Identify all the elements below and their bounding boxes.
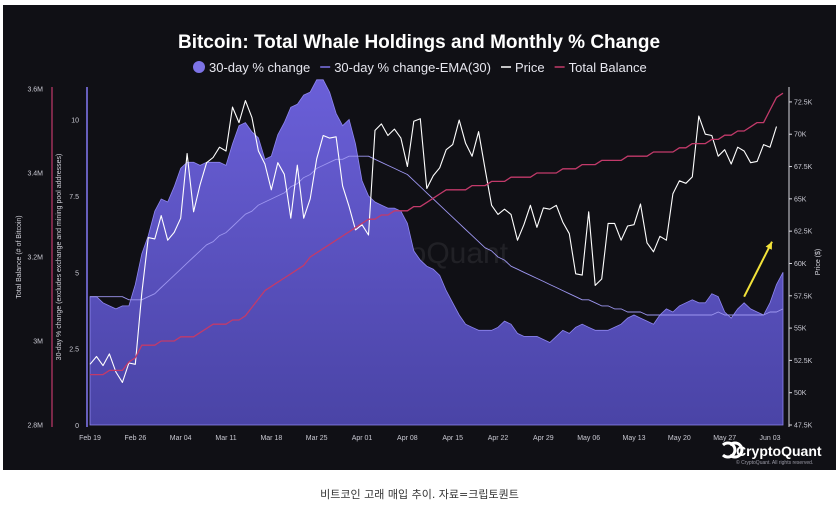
x-tick-label: Apr 08 bbox=[397, 435, 418, 442]
balance-tick-label: 3.4M bbox=[27, 171, 43, 178]
x-tick-label: Mar 18 bbox=[260, 435, 282, 442]
chart-svg: Bitcoin: Total Whale Holdings and Monthl… bbox=[16, 32, 822, 466]
price-tick-label: 52.5K bbox=[794, 358, 813, 365]
price-tick-label: 55K bbox=[794, 326, 807, 333]
x-tick-label: Mar 11 bbox=[215, 435, 236, 442]
balance-tick-label: 3.2M bbox=[27, 255, 43, 262]
series-area-30day-change bbox=[89, 79, 784, 426]
balance-tick-label: 3M bbox=[33, 339, 43, 346]
x-tick-label: Feb 19 bbox=[79, 435, 101, 442]
legend-label: 30-day % change-EMA(30) bbox=[334, 60, 491, 75]
x-tick-label: Jun 03 bbox=[760, 435, 781, 442]
price-tick-label: 72.5K bbox=[794, 99, 813, 106]
cryptoquant-logo: CryptoQuant © CryptoQuant. All rights re… bbox=[721, 441, 822, 466]
x-tick-label: Mar 04 bbox=[170, 435, 192, 442]
series-line-price bbox=[89, 100, 778, 383]
x-tick-label: Apr 15 bbox=[442, 435, 463, 442]
plot-area bbox=[89, 79, 784, 426]
x-tick-label: May 20 bbox=[668, 435, 691, 442]
price-tick-label: 50K bbox=[794, 390, 807, 397]
legend-item: Price bbox=[501, 60, 545, 75]
logo-copyright: © CryptoQuant. All rights reserved. bbox=[736, 459, 813, 466]
legend-marker bbox=[193, 61, 205, 73]
legend: 30-day % change 30-day % change-EMA(30) Pr… bbox=[193, 60, 647, 75]
image-caption: 비트코인 고래 매입 추이. 자료=크립토퀀트 bbox=[320, 488, 519, 501]
price-tick-label: 62.5K bbox=[794, 229, 813, 236]
pct-tick-label: 0 bbox=[75, 423, 79, 430]
axes: 2.8M 3M 3.2M 3.4M 3.6M 0 2.5 5 7.5 10 47.5K 50K 52.5… bbox=[16, 87, 822, 443]
price-axis-label: Price ($) bbox=[815, 249, 822, 275]
annotation-arrow-line bbox=[743, 241, 773, 298]
legend-item: Total Balance bbox=[554, 60, 647, 75]
legend-label: Price bbox=[515, 60, 545, 75]
pct-tick-label: 2.5 bbox=[69, 347, 79, 354]
annotation-arrow-head bbox=[765, 241, 772, 250]
x-tick-label: Apr 22 bbox=[488, 435, 509, 442]
pct-tick-label: 5 bbox=[75, 270, 79, 277]
series-line-30-day-change-ema-30- bbox=[90, 155, 784, 316]
x-tick-label: May 13 bbox=[623, 435, 646, 442]
cryptoquant-logo-icon bbox=[721, 441, 744, 459]
pct-axis-label: 30-day % change (excludes exchange and m… bbox=[56, 154, 63, 361]
balance-axis-label: Total Balance (# of Bitcoin) bbox=[16, 215, 23, 298]
chart-title: Bitcoin: Total Whale Holdings and Monthl… bbox=[178, 32, 660, 53]
series-line-total-balance bbox=[90, 92, 784, 376]
x-tick-label: May 06 bbox=[577, 435, 600, 442]
price-tick-label: 57.5K bbox=[794, 293, 813, 300]
x-tick-label: Apr 01 bbox=[352, 435, 373, 442]
logo-name: CryptoQuant bbox=[736, 443, 822, 459]
x-tick-label: Mar 25 bbox=[306, 435, 328, 442]
balance-tick-label: 3.6M bbox=[27, 87, 43, 94]
x-tick-label: Apr 29 bbox=[533, 435, 554, 442]
price-tick-label: 65K bbox=[794, 196, 807, 203]
x-tick-label: Feb 26 bbox=[124, 435, 146, 442]
legend-label: 30-day % change bbox=[209, 60, 310, 75]
price-tick-label: 60K bbox=[794, 261, 807, 268]
chart-panel: Bitcoin: Total Whale Holdings and Monthl… bbox=[3, 5, 836, 470]
legend-item: 30-day % change-EMA(30) bbox=[320, 60, 491, 75]
price-tick-label: 47.5K bbox=[794, 423, 813, 430]
price-tick-label: 70K bbox=[794, 132, 807, 139]
legend-item: 30-day % change bbox=[193, 60, 310, 75]
balance-tick-label: 2.8M bbox=[27, 423, 43, 430]
x-tick-label: May 27 bbox=[713, 435, 736, 442]
price-tick-label: 67.5K bbox=[794, 164, 813, 171]
pct-tick-label: 10 bbox=[71, 118, 79, 125]
pct-tick-label: 7.5 bbox=[69, 194, 79, 201]
legend-label: Total Balance bbox=[569, 60, 647, 75]
